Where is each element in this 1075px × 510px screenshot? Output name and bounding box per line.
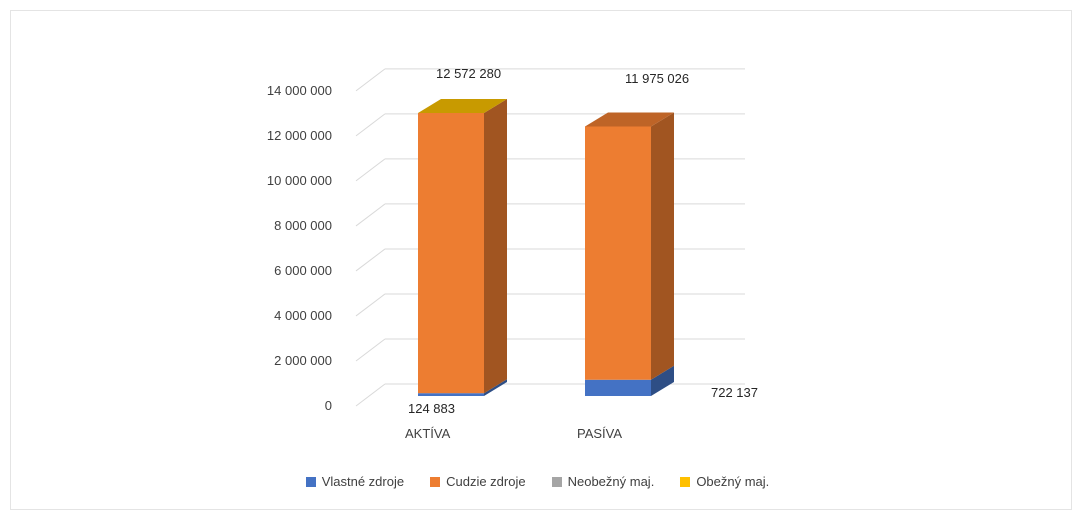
y-tick-label: 10 000 000	[267, 173, 332, 188]
gridline-depth	[355, 293, 386, 317]
data-label-vlastne: 722 137	[711, 385, 758, 400]
legend-label: Obežný maj.	[696, 474, 770, 489]
y-tick-label: 12 000 000	[267, 128, 332, 143]
gridline-depth	[355, 113, 386, 137]
gridline-depth	[355, 68, 386, 92]
y-tick-label: 0	[325, 398, 332, 413]
legend-label: Vlastné zdroje	[321, 474, 405, 489]
bar-segment	[418, 379, 507, 396]
legend-item: Obežný maj.	[680, 474, 769, 489]
y-tick-label: 4 000 000	[274, 308, 332, 323]
legend-item: Neobežný maj.	[551, 474, 655, 489]
y-tick-label: 8 000 000	[274, 218, 332, 233]
chart-plot: 0 2 000 000 4 000 000 6 000 000 8 000 000 10 …	[267, 66, 758, 441]
bars	[418, 99, 674, 396]
legend-swatch	[551, 476, 562, 487]
data-label-vlastne: 124 883	[408, 401, 455, 416]
bar-side	[484, 99, 507, 394]
legend: Vlastné zdroje Cudzie zdroje Neobežný maj.…	[0, 474, 1075, 489]
gridline-depth	[355, 248, 386, 272]
bar-top	[585, 112, 674, 127]
legend-swatch	[430, 476, 441, 487]
legend-label: Neobežný maj.	[567, 474, 655, 489]
data-label-total: 11 975 026	[625, 71, 689, 86]
bar-front	[585, 379, 651, 396]
category-label: PASÍVA	[577, 426, 622, 441]
bar-segment	[585, 112, 674, 380]
data-labels: 12 572 280 124 883 11 975 026 722 137	[408, 66, 758, 416]
legend-label: Cudzie zdroje	[446, 474, 526, 489]
bar-front	[418, 113, 484, 394]
bar-side	[484, 379, 507, 396]
gridline-depth	[355, 338, 386, 362]
bar-side	[651, 365, 674, 396]
y-tick-label: 6 000 000	[274, 263, 332, 278]
bar-side	[651, 112, 674, 380]
gridline-depth	[355, 158, 386, 182]
legend-swatch	[305, 476, 316, 487]
data-label-total: 12 572 280	[436, 66, 501, 81]
bar-front	[418, 393, 484, 396]
bar-front	[585, 126, 651, 380]
bar-segment	[585, 365, 674, 396]
bar-top	[418, 99, 507, 113]
y-axis-tick-labels: 0 2 000 000 4 000 000 6 000 000 8 000 000 10 …	[267, 83, 332, 413]
gridline-depth	[355, 383, 386, 407]
category-labels: AKTÍVA PASÍVA	[405, 426, 622, 441]
gridline-depth	[355, 203, 386, 227]
legend-item: Vlastné zdroje	[305, 474, 405, 489]
y-tick-label: 14 000 000	[267, 83, 332, 98]
category-label: AKTÍVA	[405, 426, 451, 441]
grid-lines	[355, 68, 745, 407]
legend-item: Cudzie zdroje	[430, 474, 526, 489]
legend-swatch	[680, 476, 691, 487]
y-tick-label: 2 000 000	[274, 353, 332, 368]
bar-segment	[418, 99, 507, 394]
